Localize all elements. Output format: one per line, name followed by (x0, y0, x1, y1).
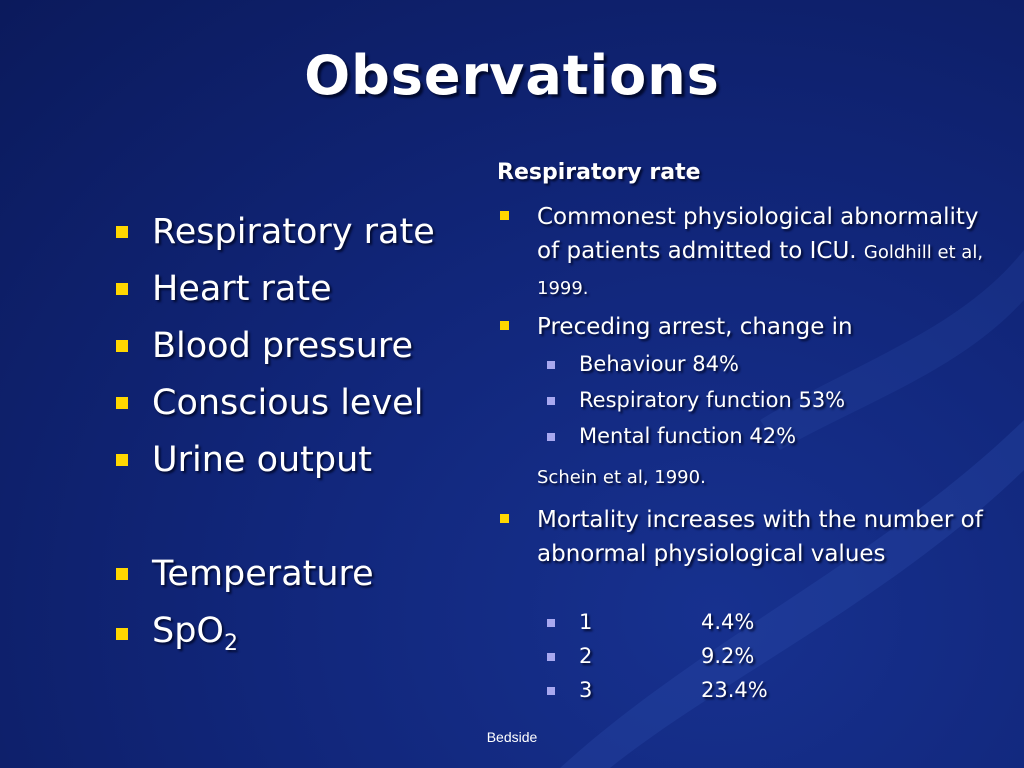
list-item-label: Temperature (152, 554, 374, 594)
square-bullet-icon (500, 321, 509, 330)
list-item: Conscious level (116, 383, 423, 423)
list-item-label: Conscious level (152, 383, 424, 423)
citation: Schein et al, 1990. (537, 467, 706, 488)
sub-list-item: 1 4.4% (547, 610, 754, 634)
list-item: Mortality increases with the number of a… (497, 503, 997, 571)
sub-list-item: Mental function 42% (547, 424, 796, 448)
list-item: Temperature (116, 554, 374, 594)
citation: Goldhill et al, 1999. (537, 242, 984, 299)
square-bullet-icon (116, 283, 128, 295)
list-item: Blood pressure (116, 326, 413, 366)
square-bullet-icon (500, 514, 509, 523)
slide-footer: Bedside (486, 729, 538, 745)
bullet-text: Commonest physiological abnormality of p… (537, 204, 979, 264)
list-item: SpO2 (116, 611, 238, 656)
list-item-label: Urine output (152, 440, 373, 480)
square-bullet-icon (116, 340, 128, 352)
square-bullet-icon (116, 454, 128, 466)
square-bullet-icon (116, 627, 128, 640)
square-bullet-icon (116, 568, 128, 580)
list-item: Urine output (116, 440, 372, 480)
list-item-label: SpO2 (152, 611, 238, 656)
sub-list-item: Behaviour 84% (547, 352, 739, 376)
list-item-label: Respiratory rate (152, 212, 435, 252)
square-bullet-icon (116, 226, 128, 238)
bullet-text: Mortality increases with the number of a… (537, 507, 983, 567)
square-bullet-icon (547, 687, 555, 695)
sub-list-item: 3 23.4% (547, 678, 768, 702)
list-item-label: Heart rate (152, 269, 332, 309)
square-bullet-icon (500, 211, 509, 220)
list-item: Respiratory rate (116, 212, 435, 252)
list-item-label: Blood pressure (152, 326, 414, 366)
square-bullet-icon (547, 361, 555, 369)
square-bullet-icon (547, 397, 555, 405)
bullet-text: Preceding arrest, change in (537, 314, 853, 340)
square-bullet-icon (547, 653, 555, 661)
square-bullet-icon (547, 619, 555, 627)
sub-list-item: 2 9.2% (547, 644, 754, 668)
square-bullet-icon (547, 433, 555, 441)
slide-title: Observations (304, 44, 720, 107)
square-bullet-icon (116, 397, 128, 409)
panel-heading: Respiratory rate (497, 160, 701, 185)
sub-list-item: Respiratory function 53% (547, 388, 845, 412)
list-item: Preceding arrest, change in (497, 310, 997, 344)
list-item: Heart rate (116, 269, 332, 309)
list-item: Commonest physiological abnormality of p… (497, 200, 997, 306)
